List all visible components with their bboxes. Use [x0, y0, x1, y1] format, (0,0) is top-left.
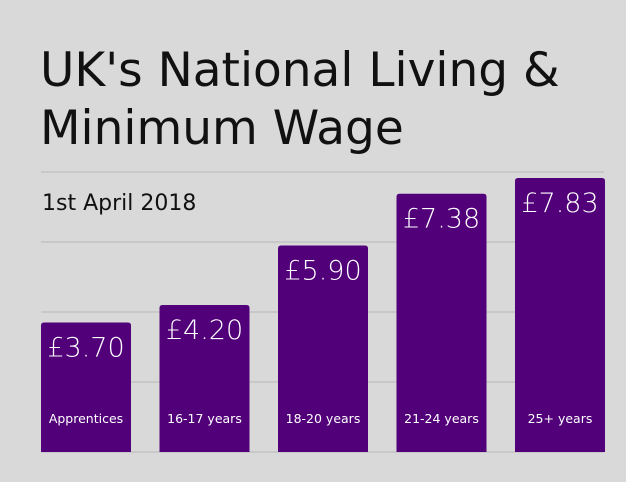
value-label: £4.20	[166, 315, 243, 346]
value-label: £5.90	[284, 256, 361, 287]
chart-title: UK's National Living & Minimum Wage	[40, 43, 560, 156]
category-label: 25+ years	[528, 411, 593, 426]
bar	[159, 305, 250, 452]
category-label: Apprentices	[49, 411, 123, 426]
bar	[278, 245, 368, 452]
bar	[515, 177, 605, 452]
value-label: £3.70	[47, 333, 124, 364]
value-label: £7.38	[403, 204, 480, 235]
chart-subtitle: 1st April 2018	[42, 191, 196, 216]
bar	[396, 193, 487, 452]
bar	[41, 322, 131, 452]
category-label: 21-24 years	[404, 411, 479, 426]
category-label: 18-20 years	[286, 411, 361, 426]
value-label: £7.83	[521, 188, 598, 219]
category-label: 16-17 years	[167, 411, 242, 426]
